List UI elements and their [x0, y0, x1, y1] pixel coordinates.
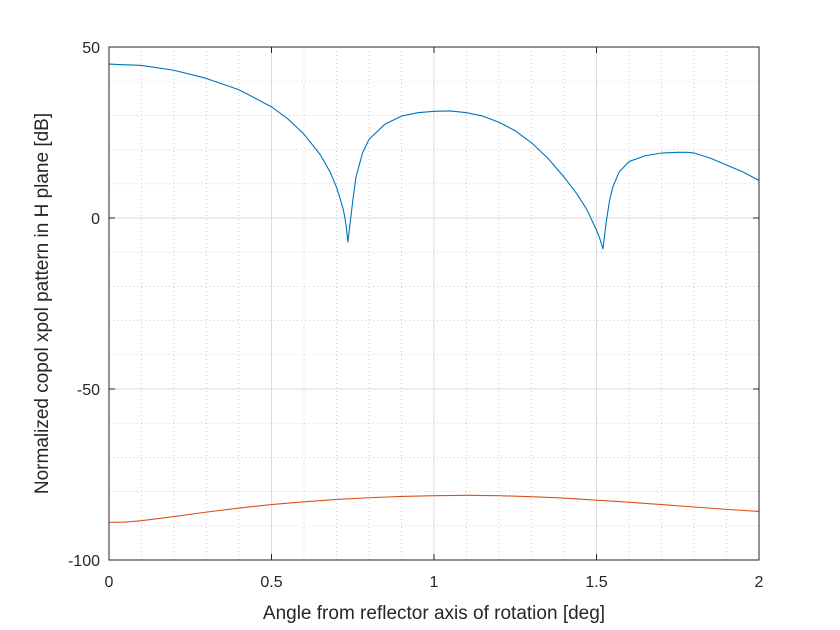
x-tick-label: 0.5: [260, 574, 282, 591]
y-tick-label: -100: [68, 553, 100, 570]
y-tick-label: 0: [91, 211, 100, 228]
x-tick-label: 2: [755, 574, 764, 591]
x-tick-label: 1: [430, 574, 439, 591]
series-line-1: [108, 63, 760, 250]
y-tick-label: 50: [82, 40, 100, 57]
x-tick-label: 0: [105, 574, 114, 591]
y-axis-label: Normalized copol xpol pattern in H plane…: [32, 113, 53, 494]
x-tick-label: 1.5: [585, 574, 607, 591]
y-tick-label: -50: [77, 382, 100, 399]
series-line-2: [108, 494, 760, 523]
x-axis: 0 0.5 1 1.5 2: [105, 47, 764, 591]
y-axis: -100 -50 0 50: [68, 40, 759, 570]
x-axis-label: Angle from reflector axis of rotation [d…: [263, 603, 605, 624]
series-group: [108, 63, 760, 523]
